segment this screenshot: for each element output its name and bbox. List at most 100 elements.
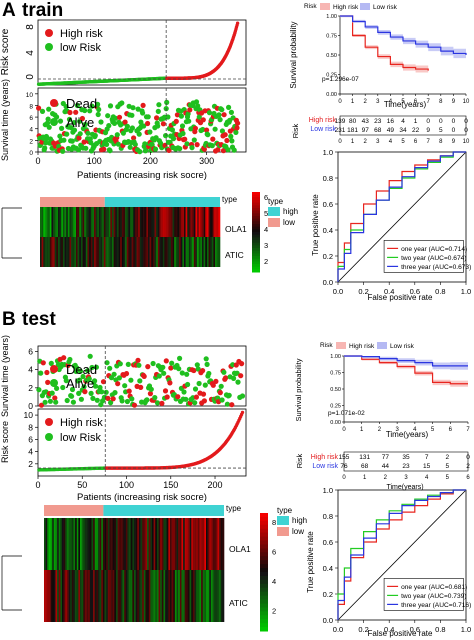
dead-point bbox=[40, 360, 46, 366]
alive-point bbox=[36, 387, 42, 393]
alive-point bbox=[90, 395, 96, 401]
alive-point bbox=[103, 389, 109, 395]
x-tick-label: 0 bbox=[35, 156, 40, 166]
heatmap-cell bbox=[166, 518, 169, 570]
heatmap-cell bbox=[111, 518, 114, 570]
heatmap-cell bbox=[81, 570, 84, 622]
heatmap-cell bbox=[164, 207, 167, 237]
colorscale-tick: 6 bbox=[272, 547, 276, 556]
alive-point bbox=[82, 107, 88, 114]
dead-point bbox=[175, 394, 181, 400]
x-tick-label: 100 bbox=[119, 480, 134, 490]
heatmap-cell bbox=[177, 207, 180, 237]
x-tick-label: 300 bbox=[199, 156, 214, 166]
heatmap-cell bbox=[67, 237, 70, 267]
a-hm-gene-1: OLA1 bbox=[225, 224, 247, 234]
heatmap-cell bbox=[145, 518, 148, 570]
km-xtick-label: 5 bbox=[431, 427, 435, 433]
dead-point bbox=[201, 146, 207, 152]
heatmap-cell bbox=[200, 207, 203, 237]
heatmap-cell bbox=[210, 518, 213, 570]
dead-point bbox=[173, 118, 179, 124]
b-surv-legend-dead: Dead bbox=[66, 362, 97, 377]
heatmap-cell bbox=[194, 570, 197, 622]
alive-point bbox=[154, 400, 161, 406]
dead-point bbox=[229, 402, 235, 408]
colorscale-step bbox=[252, 250, 260, 254]
alive-point bbox=[49, 390, 55, 396]
alive-point bbox=[87, 108, 93, 114]
heatmap-cell bbox=[190, 237, 193, 267]
risk-table-xtick: 2 bbox=[364, 139, 368, 145]
alive-point bbox=[189, 145, 195, 151]
heatmap-cell bbox=[137, 570, 140, 622]
a-surv-xlabel: Patients (increasing risk socre) bbox=[77, 170, 207, 181]
alive-point bbox=[96, 106, 102, 113]
roc-xtick-label: 1.0 bbox=[461, 287, 471, 296]
alive-point bbox=[192, 386, 199, 392]
colorscale-step bbox=[260, 556, 268, 561]
roc-xtick-label: 0.4 bbox=[384, 625, 394, 634]
alive-point bbox=[226, 104, 232, 110]
heatmap-cell bbox=[189, 570, 192, 622]
risk-table-cell: 7 bbox=[425, 454, 429, 461]
heatmap-cell bbox=[198, 237, 201, 267]
heatmap-cell bbox=[73, 570, 76, 622]
heatmap-cell bbox=[192, 237, 195, 267]
b-km-curves: 0.00 0.25 0.50 0.75 1.00 0 1 2 3 4 5 6 7 bbox=[330, 354, 470, 433]
alive-point bbox=[92, 383, 99, 389]
dead-point bbox=[67, 109, 73, 116]
roc-xtick-label: 0.2 bbox=[358, 287, 368, 296]
heatmap-cell bbox=[44, 518, 46, 570]
risk-table-xtick: 4 bbox=[425, 475, 429, 481]
heatmap-cell bbox=[125, 207, 128, 237]
heatmap-cell bbox=[101, 570, 104, 622]
roc-diagonal bbox=[337, 151, 467, 283]
dead-point bbox=[116, 114, 123, 120]
heatmap-cell bbox=[114, 518, 117, 570]
heatmap-cell bbox=[44, 570, 46, 622]
heatmap-cell bbox=[94, 570, 97, 622]
risk-table-xtick: 5 bbox=[446, 475, 450, 481]
colorscale-step bbox=[260, 583, 268, 589]
risk-table-cell: 49 bbox=[387, 127, 395, 134]
heatmap-cell bbox=[171, 518, 174, 570]
heatmap-cell bbox=[45, 570, 48, 622]
dead-point bbox=[200, 391, 207, 397]
a-km-legend-high-swatch bbox=[320, 3, 330, 10]
y-tick-label: 6 bbox=[28, 434, 33, 444]
dead-point bbox=[210, 382, 216, 388]
b-risk-legend-low-dot bbox=[45, 433, 53, 441]
heatmap-cell bbox=[55, 518, 58, 570]
heatmap-cell bbox=[83, 518, 86, 570]
alive-point bbox=[180, 130, 186, 137]
km-xtick-label: 7 bbox=[427, 99, 431, 105]
alive-point bbox=[137, 149, 143, 155]
alive-point bbox=[179, 370, 185, 376]
heatmap-cell bbox=[102, 207, 105, 237]
colorscale-step bbox=[252, 208, 260, 212]
heatmap-cell bbox=[199, 518, 202, 570]
alive-point bbox=[224, 401, 230, 407]
roc-legend-box bbox=[383, 240, 464, 273]
heatmap-cell bbox=[90, 207, 93, 237]
heatmap-cell bbox=[208, 237, 211, 267]
roc-ytick-label: 1.0 bbox=[323, 486, 333, 495]
colorscale-step bbox=[260, 579, 268, 585]
heatmap-cell bbox=[134, 207, 137, 237]
heatmap-cell bbox=[124, 570, 127, 622]
risk-table-xtick: 5 bbox=[401, 139, 405, 145]
heatmap-cell bbox=[140, 570, 143, 622]
heatmap-cell bbox=[59, 207, 62, 237]
dead-point bbox=[215, 147, 221, 153]
dead-point bbox=[204, 127, 210, 133]
heatmap-cell bbox=[202, 570, 205, 622]
heatmap-cell bbox=[88, 570, 91, 622]
heatmap-cell bbox=[197, 207, 200, 237]
b-km-legend-high-swatch bbox=[336, 342, 346, 349]
alive-point bbox=[129, 125, 135, 131]
heatmap-cell bbox=[148, 518, 151, 570]
dead-point bbox=[213, 378, 219, 384]
heatmap-cell bbox=[138, 570, 141, 622]
